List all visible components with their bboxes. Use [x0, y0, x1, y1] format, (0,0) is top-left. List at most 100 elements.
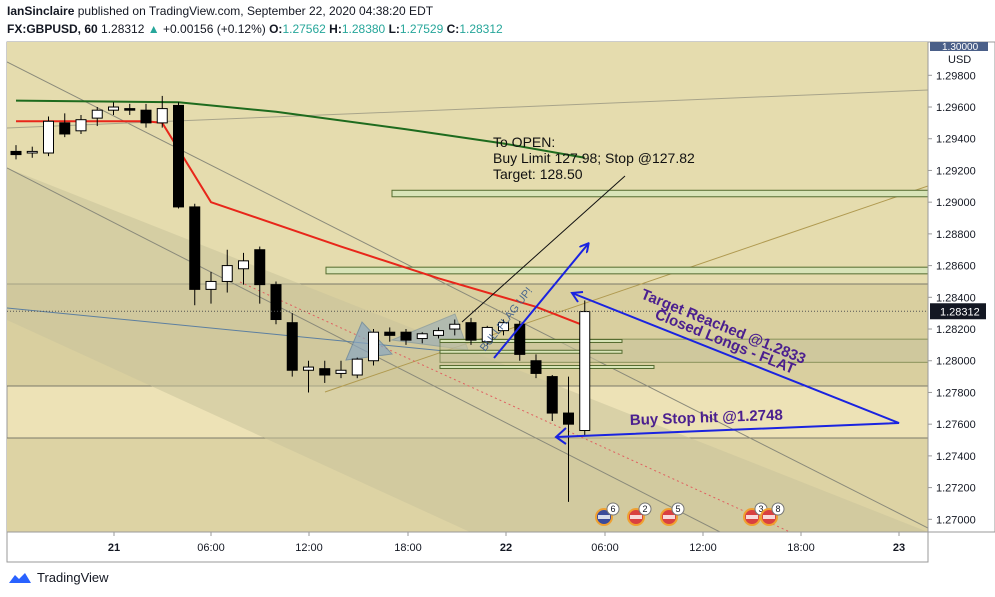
price-tick-label: 1.27000: [936, 514, 976, 526]
price-tick-label: 1.27400: [936, 451, 976, 463]
price-tick-label: 1.29600: [936, 102, 976, 114]
event-badge-us[interactable]: 5: [660, 502, 685, 526]
price-tick-label: 1.27600: [936, 419, 976, 431]
price-tick-label: 1.27800: [936, 387, 976, 399]
trend-line-support: [324, 185, 928, 393]
channel-line-upper: [7, 61, 928, 529]
entry-zone: [439, 364, 655, 369]
time-tick-label: 12:00: [295, 542, 323, 554]
buy-stop-text: Buy Stop hit @1.2748: [630, 407, 784, 429]
candle: [43, 120, 54, 154]
candles: [10, 95, 591, 502]
candle: [465, 322, 477, 341]
candle: [351, 358, 363, 376]
high-label: H:: [329, 22, 342, 36]
candle: [108, 106, 119, 111]
time-tick-labels: 21 06:00 12:00 18:00 22 06:00 12:00 18:00 23: [108, 532, 905, 554]
buy-stop-arrow-head: [554, 427, 567, 445]
candle: [270, 284, 282, 321]
event-badge-us[interactable]: 2: [627, 502, 652, 526]
candle: [384, 331, 396, 336]
event-count: 8: [775, 504, 780, 514]
candle: [449, 323, 461, 330]
time-tick-label: 18:00: [787, 542, 815, 554]
footer-brand[interactable]: TradingView: [37, 570, 109, 585]
candle: [303, 366, 314, 371]
price-tick-label: 1.28400: [936, 292, 976, 304]
event-count: 5: [675, 504, 680, 514]
event-badge-us[interactable]: 8: [760, 502, 785, 526]
candle: [546, 376, 558, 414]
candle: [26, 150, 38, 154]
publication-line: IanSinclaire published on TradingView.co…: [7, 4, 433, 18]
candle: [75, 119, 87, 132]
price-tick-labels: 1.29800 1.29600 1.29400 1.29200 1.29000 1.288…: [928, 70, 976, 526]
candle: [91, 109, 103, 119]
close-label: C:: [446, 22, 460, 36]
candle: [124, 108, 136, 111]
event-count-badge: [771, 502, 785, 516]
event-badge-uk[interactable]: 6: [595, 502, 620, 526]
candle: [416, 333, 428, 340]
candle: [189, 206, 201, 290]
event-count-badge: [638, 502, 652, 516]
candle: [514, 323, 526, 355]
callout-leader-line: [461, 175, 626, 323]
to-open-line-2: Target: 128.50: [493, 166, 583, 182]
entry-zone: [439, 338, 623, 343]
flag-stripe: [598, 515, 610, 519]
symbol-label[interactable]: FX:GBPUSD, 60: [7, 22, 98, 36]
open-value: 1.27562: [282, 22, 326, 36]
low-value: 1.27529: [399, 22, 444, 36]
candle: [286, 322, 298, 371]
candle: [563, 412, 574, 425]
economic-events[interactable]: 6 2 5 3 8: [595, 502, 785, 526]
candle: [335, 369, 347, 374]
event-count-badge: [606, 502, 620, 516]
candle: [59, 122, 71, 135]
candle: [156, 108, 168, 124]
price-scale[interactable]: [927, 41, 995, 533]
entry-zone: [439, 349, 623, 354]
bullflag-arrow: [493, 244, 588, 359]
symbol-ohlc-line: FX:GBPUSD, 60 1.28312 ▲ +0.00156 (+0.12%…: [7, 22, 503, 36]
candle: [481, 326, 493, 343]
time-tick-label: 22: [500, 542, 512, 554]
moving-average-green: [15, 99, 585, 159]
candle: [254, 249, 266, 286]
price-tick-label: 1.29000: [936, 197, 976, 209]
time-tick-label: 18:00: [394, 542, 422, 554]
event-count: 3: [758, 504, 763, 514]
price-tick-label: 1.29400: [936, 134, 976, 146]
dotted-trend-line: [239, 281, 791, 532]
event-count: 2: [642, 504, 647, 514]
price-tick-label: 1.28000: [936, 356, 976, 368]
candle: [368, 331, 379, 362]
change-value: +0.00156 (+0.12%): [163, 22, 266, 36]
candle: [433, 330, 444, 336]
candle: [530, 360, 542, 374]
flag-stripe: [663, 515, 675, 519]
close-value: 1.28312: [459, 22, 503, 36]
flag-stripe: [763, 515, 775, 519]
drawing-layer: [7, 42, 928, 532]
price-tick-label: 1.29200: [936, 165, 976, 177]
event-count: 6: [610, 504, 615, 514]
horizontal-zone: [325, 266, 928, 275]
horizontal-zone: [391, 189, 928, 198]
last-price-tag-text: 1.28312: [940, 306, 980, 318]
candle: [400, 331, 412, 341]
tradingview-logo-icon[interactable]: [8, 571, 32, 585]
candle: [238, 260, 249, 270]
time-scale[interactable]: [6, 531, 929, 563]
time-tick-label: 23: [893, 542, 905, 554]
last-price: 1.28312: [101, 22, 145, 36]
candle: [173, 104, 184, 208]
to-open-title: To OPEN:: [493, 134, 555, 150]
candle: [140, 109, 152, 124]
target-triangle: [555, 292, 900, 438]
low-label: L:: [388, 22, 400, 36]
flag-stripe: [630, 515, 642, 519]
author-name[interactable]: IanSinclaire: [7, 4, 75, 18]
